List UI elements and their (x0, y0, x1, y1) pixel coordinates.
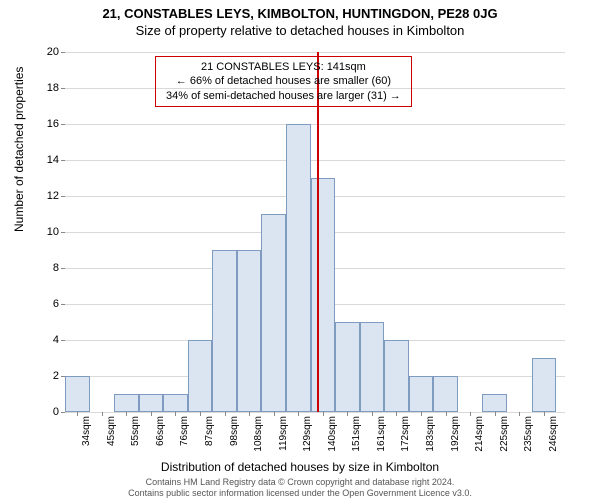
histogram-bar (384, 340, 409, 412)
xtick-mark (323, 412, 324, 416)
xtick-label: 151sqm (351, 416, 362, 452)
xtick-label: 87sqm (204, 416, 215, 446)
xtick-label: 225sqm (499, 416, 510, 452)
histogram-bar (482, 394, 507, 412)
xtick-label: 246sqm (548, 416, 559, 452)
ytick-label: 6 (29, 298, 59, 310)
page-title-subtitle: Size of property relative to detached ho… (0, 21, 600, 38)
ytick-label: 4 (29, 334, 59, 346)
attribution-footer: Contains HM Land Registry data © Crown c… (0, 477, 600, 498)
ytick-label: 18 (29, 82, 59, 94)
histogram-bar (335, 322, 360, 412)
xtick-label: 98sqm (229, 416, 240, 446)
ytick-label: 20 (29, 46, 59, 58)
xtick-mark (495, 412, 496, 416)
ytick-mark (61, 268, 65, 269)
xtick-label: 66sqm (155, 416, 166, 446)
histogram-bar (139, 394, 164, 412)
xtick-mark (175, 412, 176, 416)
histogram-bar (114, 394, 139, 412)
xtick-label: 161sqm (376, 416, 387, 452)
xtick-label: 172sqm (400, 416, 411, 452)
histogram-bar (237, 250, 262, 412)
xtick-mark (372, 412, 373, 416)
xtick-mark (126, 412, 127, 416)
histogram-bar (409, 376, 434, 412)
ytick-label: 12 (29, 190, 59, 202)
ytick-mark (61, 160, 65, 161)
ytick-label: 16 (29, 118, 59, 130)
info-line-larger: 34% of semi-detached houses are larger (… (166, 89, 401, 103)
gridline (65, 52, 565, 53)
ytick-mark (61, 232, 65, 233)
gridline (65, 412, 565, 413)
histogram-bar (188, 340, 213, 412)
xtick-label: 129sqm (302, 416, 313, 452)
xtick-mark (446, 412, 447, 416)
ytick-mark (61, 52, 65, 53)
footer-line2: Contains public sector information licen… (0, 488, 600, 498)
xtick-label: 235sqm (523, 416, 534, 452)
xtick-mark (274, 412, 275, 416)
ytick-label: 14 (29, 154, 59, 166)
xtick-mark (225, 412, 226, 416)
chart-container: 0246810121416182034sqm45sqm55sqm66sqm76s… (65, 52, 565, 412)
ytick-mark (61, 412, 65, 413)
ytick-label: 8 (29, 262, 59, 274)
histogram-bar (532, 358, 557, 412)
ytick-mark (61, 124, 65, 125)
xtick-label: 192sqm (450, 416, 461, 452)
ytick-label: 2 (29, 370, 59, 382)
xtick-mark (421, 412, 422, 416)
xtick-mark (298, 412, 299, 416)
histogram-bar (65, 376, 90, 412)
gridline (65, 160, 565, 161)
xtick-mark (347, 412, 348, 416)
xtick-mark (249, 412, 250, 416)
xtick-mark (396, 412, 397, 416)
ytick-mark (61, 196, 65, 197)
property-info-box: 21 CONSTABLES LEYS: 141sqm ← 66% of deta… (155, 56, 412, 107)
footer-line1: Contains HM Land Registry data © Crown c… (0, 477, 600, 487)
ytick-mark (61, 88, 65, 89)
ytick-label: 10 (29, 226, 59, 238)
ytick-mark (61, 340, 65, 341)
info-line-size: 21 CONSTABLES LEYS: 141sqm (166, 60, 401, 74)
xtick-mark (200, 412, 201, 416)
histogram-bar (261, 214, 286, 412)
histogram-bar (311, 178, 336, 412)
xtick-label: 140sqm (327, 416, 338, 452)
xtick-mark (77, 412, 78, 416)
page-title-address: 21, CONSTABLES LEYS, KIMBOLTON, HUNTINGD… (0, 0, 600, 21)
histogram-bar (212, 250, 237, 412)
xtick-mark (544, 412, 545, 416)
xtick-label: 34sqm (81, 416, 92, 446)
xtick-label: 119sqm (278, 416, 289, 451)
histogram-bar (286, 124, 311, 412)
xtick-mark (519, 412, 520, 416)
histogram-bar (360, 322, 385, 412)
ytick-label: 0 (29, 406, 59, 418)
xtick-label: 55sqm (130, 416, 141, 446)
xtick-mark (102, 412, 103, 416)
histogram-bar (163, 394, 188, 412)
xtick-label: 108sqm (253, 416, 264, 452)
gridline (65, 124, 565, 125)
ytick-mark (61, 304, 65, 305)
xtick-mark (151, 412, 152, 416)
xtick-label: 76sqm (179, 416, 190, 446)
y-axis-label: Number of detached properties (12, 67, 26, 232)
info-line-smaller: ← 66% of detached houses are smaller (60… (166, 74, 401, 88)
xtick-label: 183sqm (425, 416, 436, 452)
xtick-mark (470, 412, 471, 416)
histogram-bar (433, 376, 458, 412)
xtick-label: 214sqm (474, 416, 485, 452)
xtick-label: 45sqm (106, 416, 117, 446)
x-axis-label: Distribution of detached houses by size … (0, 460, 600, 474)
